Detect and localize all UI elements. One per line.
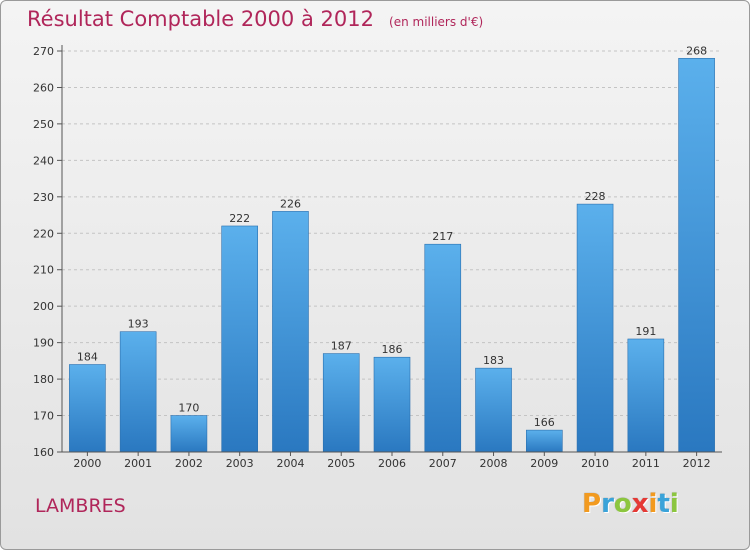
bar-value-label: 217 xyxy=(432,230,453,243)
bar-value-label: 228 xyxy=(585,190,606,203)
y-tick-label: 250 xyxy=(33,118,54,131)
bar-2003 xyxy=(221,225,258,453)
bar-value-label: 222 xyxy=(229,212,250,225)
x-tick-label: 2011 xyxy=(632,457,660,470)
bar-2008 xyxy=(475,367,512,453)
logo-letter: i xyxy=(648,489,658,519)
bar-value-label: 186 xyxy=(382,343,403,356)
logo-letter: o xyxy=(613,489,632,519)
bar-value-label: 170 xyxy=(178,402,199,415)
commune-name: LAMBRES xyxy=(35,495,126,517)
bar-value-label: 193 xyxy=(128,318,149,331)
chart-title: Résultat Comptable 2000 à 2012 xyxy=(27,7,374,31)
proxiti-logo[interactable]: Proxiti xyxy=(582,489,679,519)
logo-letter: P xyxy=(582,489,602,519)
bar-2000 xyxy=(69,364,106,453)
logo-letter: r xyxy=(601,489,614,519)
axis-layer: 160 170 180 190 200 210 220 230 240 250 260 270 2000… xyxy=(33,45,722,470)
y-tick-label: 200 xyxy=(33,300,54,313)
bar-2004 xyxy=(272,211,309,453)
y-tick-label: 230 xyxy=(33,191,54,204)
x-tick-label: 2002 xyxy=(175,457,203,470)
bar-value-label: 183 xyxy=(483,354,504,367)
bar-value-label: 226 xyxy=(280,197,301,210)
x-tick-label: 2003 xyxy=(226,457,254,470)
x-tick-label: 2001 xyxy=(124,457,152,470)
y-tick-label: 260 xyxy=(33,81,54,94)
y-tick-label: 160 xyxy=(33,446,54,459)
bar-value-label: 166 xyxy=(534,416,555,429)
bar-2010 xyxy=(576,203,614,453)
logo-letter: i xyxy=(669,489,679,519)
bar-2002 xyxy=(170,415,208,453)
x-tick-label: 2005 xyxy=(327,457,355,470)
bar-2006 xyxy=(373,356,411,453)
logo-letter: t xyxy=(657,489,670,519)
chart-subtitle: (en milliers d'€) xyxy=(389,15,484,29)
logo-letter: x xyxy=(631,489,649,519)
x-tick-label: 2000 xyxy=(73,457,101,470)
bar-value-label: 184 xyxy=(77,351,98,364)
x-tick-label: 2004 xyxy=(276,457,304,470)
y-tick-label: 180 xyxy=(33,373,54,386)
x-tick-label: 2008 xyxy=(480,457,508,470)
y-tick-label: 220 xyxy=(33,227,54,240)
bar-value-label: 191 xyxy=(635,325,656,338)
bar-value-label: 268 xyxy=(686,44,707,57)
bar-value-label: 187 xyxy=(331,340,352,353)
chart-title-row: Résultat Comptable 2000 à 2012 (en milli… xyxy=(27,7,483,31)
x-tick-label: 2006 xyxy=(378,457,406,470)
x-tick-label: 2009 xyxy=(530,457,558,470)
bar-layer: 184 193 170 222 226 187 186 217 183 166 228 191 268 xyxy=(69,44,715,453)
x-tick-label: 2010 xyxy=(581,457,609,470)
y-tick-label: 240 xyxy=(33,154,54,167)
x-tick-label: 2007 xyxy=(429,457,457,470)
bar-2012 xyxy=(678,57,715,453)
bar-2007 xyxy=(424,243,462,453)
y-tick-label: 270 xyxy=(33,45,54,58)
bar-2011 xyxy=(627,338,665,453)
y-tick-label: 170 xyxy=(33,410,54,423)
y-tick-label: 190 xyxy=(33,337,54,350)
bar-2005 xyxy=(322,353,360,453)
bar-2009 xyxy=(526,429,563,453)
y-tick-label: 210 xyxy=(33,264,54,277)
x-tick-label: 2012 xyxy=(683,457,711,470)
bar-2001 xyxy=(119,331,157,453)
